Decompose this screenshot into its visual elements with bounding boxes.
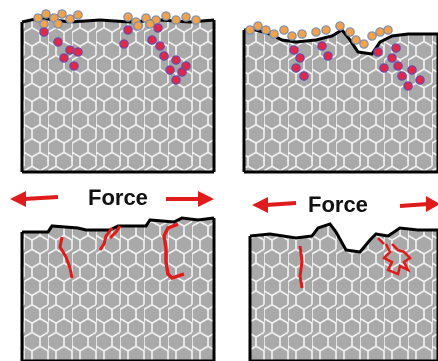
surface-atom [287,31,297,41]
panel-top-right [242,21,438,174]
diffusing-atom [171,55,181,65]
surface-atom [311,27,321,37]
diffusing-atom [393,61,403,71]
diffusing-atom [155,41,165,51]
diffusing-atom [65,45,75,55]
surface-atom [359,39,369,49]
diffusing-atom [403,81,413,91]
diffusing-atom [181,61,191,71]
panel-outline [248,222,438,361]
grain-texture [22,218,214,361]
surface-atom [123,12,133,22]
diffusing-atom [387,53,397,63]
surface-atom [65,14,75,24]
surface-atom [269,29,279,39]
diffusing-atom [147,35,157,45]
diffusing-atom [291,63,301,73]
surface-atom [181,12,191,22]
diffusing-atom [317,41,327,51]
panel-outline [20,16,216,174]
force-label-right: Force [308,192,368,217]
surface-atom [253,21,263,31]
diffusing-atom [397,71,407,81]
panel-outline [20,216,216,361]
diffusing-atom [53,37,63,47]
diffusing-atom [299,71,309,81]
surface-atom [245,25,255,35]
diffusing-atom [59,53,69,63]
surface-atom [351,35,361,45]
surface-atom [261,25,271,35]
surface-atom [171,15,181,25]
atoms [245,21,425,91]
surface-atom [321,25,331,35]
surface-atom [367,31,377,41]
atoms [33,9,201,85]
crack [108,225,122,240]
diffusing-atom [119,39,129,49]
diffusing-atom [379,63,389,73]
diffusing-atom [407,65,417,75]
left-arrow-icon [252,197,297,213]
surface-atom [161,11,171,21]
surface-atom [39,19,49,29]
surface-atom [133,21,143,31]
diffusing-atom [69,61,79,71]
force-label-left: Force [88,185,148,210]
diffusing-atom [295,53,305,63]
diffusing-atom [391,43,401,53]
crack [58,236,74,279]
crack [98,227,114,251]
diffusing-atom [171,75,181,85]
surface-atom [41,9,51,19]
surface-atom [33,13,43,23]
right-arrow-icon [166,191,214,207]
diffusing-atom [415,75,425,85]
grain-texture [244,30,438,172]
panel-top-left [20,9,216,174]
left-arrow-icon [10,191,59,207]
diffusing-atom [73,47,83,57]
surface-atom [375,27,385,37]
diffusing-atom [323,51,333,61]
surface-atom [145,19,155,29]
surface-atom [53,19,63,29]
panel-outline [242,28,438,174]
surface-atom [279,25,289,35]
panel-bottom-right [248,222,438,361]
panel-bottom-left [20,216,216,361]
right-arrow-icon [399,196,438,212]
surface-atom [191,15,201,25]
cracks [58,222,185,281]
crack [298,245,304,289]
grain-texture [22,18,214,172]
surface-atom [73,10,83,20]
crack [377,237,385,245]
surface-atom [383,25,393,35]
surface-atom [297,29,307,39]
cracks [298,237,412,289]
crack [381,243,412,276]
surface-atom [57,9,67,19]
diffusing-atom [373,47,383,57]
diffusing-atom [165,65,175,75]
diffusing-atom [39,27,49,37]
diffusing-atom [123,25,133,35]
diffusing-atom [159,51,169,61]
force-annotation-right: Force [252,192,438,217]
surface-atom [345,27,355,37]
force-annotation-left: Force [10,185,214,210]
crack [162,222,185,281]
diffusing-atom [153,23,163,33]
surface-atom [335,21,345,31]
diffusing-atom [289,45,299,55]
